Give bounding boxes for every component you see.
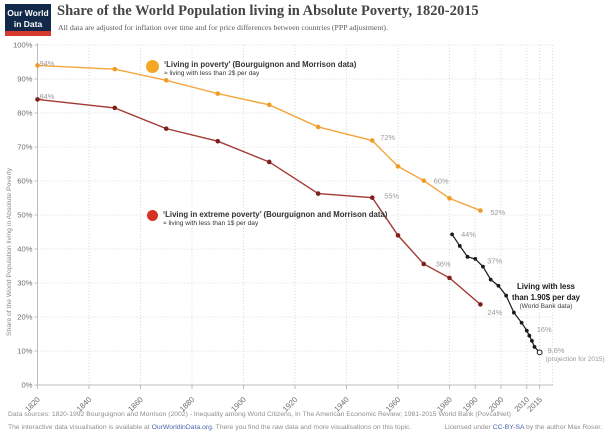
worldbank-label-line3: (World Bank data) xyxy=(519,303,573,311)
legend-extreme-sublabel: ≈ living with less than 1$ per day xyxy=(163,220,259,227)
data-point xyxy=(35,97,40,102)
value-label: (projection for 2015) xyxy=(546,356,605,363)
worldbank-label-line1: Living with less xyxy=(516,282,576,291)
y-tick-label: 0% xyxy=(22,381,33,390)
value-label: 72% xyxy=(380,133,395,142)
y-tick-label: 60% xyxy=(17,177,32,186)
data-point xyxy=(478,302,483,307)
logo-line1: Our World xyxy=(7,8,49,18)
data-point xyxy=(421,261,427,267)
data-point xyxy=(315,124,321,130)
data-point xyxy=(395,233,401,238)
series-1 xyxy=(35,97,483,307)
data-point xyxy=(524,328,529,333)
data-point xyxy=(504,293,509,298)
data-point xyxy=(163,78,169,83)
data-point xyxy=(369,138,375,143)
worldbank-label-line2: than 1.90$ per day xyxy=(511,292,581,302)
data-point xyxy=(457,244,462,248)
data-point xyxy=(369,195,375,200)
page-title: Share of the World Population living in … xyxy=(57,3,479,19)
value-label: 60% xyxy=(434,176,449,185)
data-point xyxy=(530,338,534,343)
cc-by-sa-link[interactable]: CC-BY-SA xyxy=(492,424,525,431)
legend-living-in-poverty: ‘Living in poverty’ (Bourguignon and Mor… xyxy=(146,60,356,77)
page-subtitle: All data are adjusted for inflation over… xyxy=(58,23,388,32)
data-point xyxy=(511,310,516,315)
data-point xyxy=(496,283,501,288)
data-point xyxy=(519,320,524,325)
data-point xyxy=(450,232,454,237)
data-point xyxy=(536,349,543,356)
logo-line2: in Data xyxy=(13,18,43,29)
y-tick-label: 50% xyxy=(17,211,32,220)
data-point xyxy=(527,333,532,338)
footer-visualisation-note: The interactive data visualisation is av… xyxy=(8,424,412,431)
value-label: 16% xyxy=(537,325,552,334)
legend-poverty-label: ‘Living in poverty’ (Bourguignon and Mor… xyxy=(164,60,357,69)
legend-extreme-poverty: ‘Living in extreme poverty’ (Bourguignon… xyxy=(147,210,387,227)
data-point xyxy=(215,91,221,96)
y-tick-label: 90% xyxy=(17,75,32,84)
value-label: 24% xyxy=(487,308,502,317)
data-point xyxy=(481,264,485,269)
footer-license-note: Licensed under CC-BY-SA by the author Ma… xyxy=(444,424,602,431)
legend-poverty-sublabel: ≈ living with less than 2$ per day xyxy=(164,70,260,77)
data-point xyxy=(473,256,478,261)
y-tick-label: 30% xyxy=(17,279,32,288)
data-sources-note: Data sources: 1820-1992 Bourguignon and … xyxy=(8,411,511,418)
data-point xyxy=(447,275,452,281)
orange-legend-dot-icon xyxy=(146,60,159,73)
y-tick-label: 10% xyxy=(17,347,32,356)
value-label: 36% xyxy=(436,260,451,269)
data-point xyxy=(35,63,40,68)
y-tick-label: 100% xyxy=(13,41,33,50)
owid-logo: Our World in Data xyxy=(5,4,51,36)
value-label: 84% xyxy=(40,92,55,101)
data-point xyxy=(163,126,169,131)
y-axis-title: Share of the World Population living in … xyxy=(6,167,13,336)
chart-footer: Data sources: 1820-1992 Bourguignon and … xyxy=(8,411,602,431)
data-point xyxy=(315,191,321,196)
data-point xyxy=(421,178,427,183)
value-label: 9.6% xyxy=(548,346,565,355)
value-label: 52% xyxy=(490,208,505,217)
series-0 xyxy=(35,63,483,213)
red-legend-dot-icon xyxy=(147,210,158,221)
data-point xyxy=(395,164,401,169)
ourworldindata-link[interactable]: OurWorldinData.org xyxy=(151,424,212,431)
data-point xyxy=(112,105,118,111)
data-point xyxy=(465,254,470,259)
value-label: 55% xyxy=(384,191,399,200)
legend-extreme-label: ‘Living in extreme poverty’ (Bourguignon… xyxy=(163,210,388,219)
data-point xyxy=(532,345,537,349)
data-point xyxy=(215,138,221,144)
value-label: 94% xyxy=(40,59,55,68)
series-2 xyxy=(450,232,543,356)
y-tick-label: 80% xyxy=(17,109,32,118)
data-point xyxy=(488,277,493,282)
value-label: 44% xyxy=(461,230,476,239)
data-point xyxy=(478,208,483,213)
data-point xyxy=(447,196,452,201)
y-tick-label: 70% xyxy=(17,143,32,152)
data-point xyxy=(112,66,118,72)
y-tick-label: 40% xyxy=(17,245,32,254)
data-point xyxy=(266,159,272,165)
world-bank-series-label: Living with less than 1.90$ per day (Wor… xyxy=(495,282,597,312)
data-point xyxy=(266,102,272,108)
y-tick-label: 20% xyxy=(17,313,32,322)
value-label: 37% xyxy=(487,256,502,265)
